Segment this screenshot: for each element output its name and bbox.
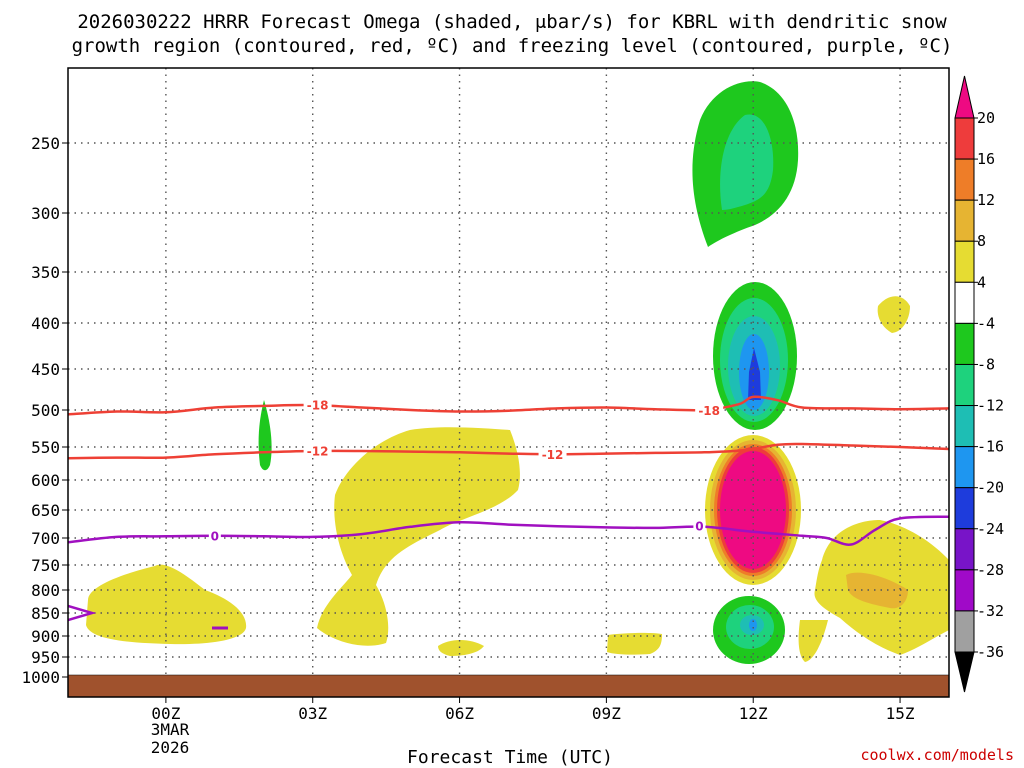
x-axis: 00Z 03Z 06Z 09Z 12Z 15Z (151, 697, 915, 723)
omega-shading (86, 81, 949, 664)
colorbar-label: -28 (977, 561, 1004, 579)
colorbar-label: 16 (977, 150, 995, 168)
colorbar-bin (954, 446, 975, 489)
contour-label: -18 (307, 399, 329, 413)
x-tick-label: 12Z (739, 704, 768, 723)
y-tick-label: 1000 (21, 668, 60, 687)
date-label-day: 3MAR (151, 720, 190, 739)
y-tick-label: 750 (31, 556, 60, 575)
y-tick-label: 550 (31, 438, 60, 457)
contour-minus18 (68, 395, 949, 416)
plot-area (68, 68, 949, 697)
contour-label-bg (538, 447, 567, 461)
contour-label-bg (303, 398, 332, 412)
chart-title-line2: growth region (contoured, red, ºC) and f… (72, 35, 953, 57)
omega-region-yellow-right-upper (877, 296, 910, 333)
omega-region-blue-cell (713, 282, 797, 430)
colorbar-bin (954, 610, 975, 653)
colorbar-bin (954, 281, 975, 324)
contour-label: -18 (698, 404, 720, 418)
colorbar-label: -24 (977, 520, 1004, 538)
contour-label: 0 (695, 520, 703, 534)
colorbar-label: -20 (977, 479, 1004, 497)
colorbar-bin (954, 487, 975, 530)
omega-region-yellow-left (86, 564, 247, 645)
colorbar-label: 8 (977, 232, 986, 250)
colorbar-label: -36 (977, 643, 1004, 661)
contour-freezing-level (68, 515, 949, 546)
y-tick-label: 500 (31, 401, 60, 420)
colorbar-bin (954, 199, 975, 242)
omega-region-yellow-small-06z (438, 640, 484, 656)
y-tick-label: 300 (31, 204, 60, 223)
contour-freezing-level-fragment (68, 604, 97, 622)
contour-label: 0 (211, 529, 219, 543)
colorbar-label: -8 (977, 355, 995, 373)
omega-region-yellow-09z (607, 632, 662, 655)
colorbar-label: -32 (977, 602, 1004, 620)
contour-label-bg (693, 519, 706, 533)
omega-region-magenta-cell (705, 435, 801, 585)
y-tick-label: 600 (31, 471, 60, 490)
colorbar-label: -4 (977, 314, 995, 332)
omega-region-orange-right (846, 572, 908, 609)
colorbar-bin (954, 405, 975, 448)
contour-label: -12 (542, 448, 564, 462)
omega-region-yellow-right-stub (798, 620, 828, 662)
surface-ground (68, 675, 949, 697)
colorbar-label: 20 (977, 109, 995, 127)
x-axis-label: Forecast Time (UTC) (407, 747, 613, 768)
date-label-year: 2026 (151, 738, 190, 757)
y-tick-label: 900 (31, 627, 60, 646)
y-axis: 250 300 350 400 450 500 550 600 650 700 750 800 850 9… (21, 134, 68, 687)
colorbar-bin (954, 363, 975, 407)
plot-frame (67, 67, 950, 698)
y-tick-label: 650 (31, 501, 60, 520)
y-tick-label: 400 (31, 314, 60, 333)
colorbar-label: -12 (977, 397, 1004, 415)
colorbar-label: 4 (977, 273, 986, 291)
colorbar-bin (954, 117, 975, 160)
contour-label-bg (303, 443, 332, 457)
contour-minus12 (68, 442, 949, 460)
chart-title-line1: 2026030222 HRRR Forecast Omega (shaded, … (77, 11, 947, 33)
y-tick-label: 350 (31, 263, 60, 282)
contour-label: -12 (307, 444, 329, 458)
omega-region-yellow-center (317, 427, 520, 646)
colorbar-top-arrow (954, 75, 975, 119)
contour-labels: -18 -18 -12 -12 0 0 (208, 398, 724, 543)
y-tick-label: 250 (31, 134, 60, 153)
colorbar-bin (954, 322, 975, 365)
x-tick-label: 06Z (445, 704, 474, 723)
colorbar-bin (954, 528, 975, 571)
colorbar-label: 12 (977, 191, 995, 209)
y-tick-label: 850 (31, 604, 60, 623)
x-tick-label: 09Z (592, 704, 621, 723)
colorbar-bin (954, 158, 975, 201)
y-tick-label: 450 (31, 360, 60, 379)
colorbar-label: -16 (977, 438, 1004, 456)
x-tick-label: 15Z (886, 704, 915, 723)
y-tick-label: 950 (31, 648, 60, 667)
colorbar-bin (954, 569, 975, 612)
y-tick-label: 800 (31, 581, 60, 600)
contour-label-bg (208, 528, 221, 542)
y-tick-label: 700 (31, 529, 60, 548)
colorbar: 20 16 12 8 4 -4 -8 -12 -16 -20 -24 -28 -32 -36 (954, 75, 1004, 693)
omega-region-green-lower (713, 596, 785, 664)
colorbar-bottom-arrow (954, 651, 975, 693)
contour-lines (68, 395, 949, 630)
credit-text: coolwx.com/models (860, 746, 1014, 764)
colorbar-bin (954, 240, 975, 283)
x-tick-label: 03Z (298, 704, 327, 723)
x-tick-label: 00Z (151, 704, 180, 723)
omega-region-green-upper (692, 81, 799, 247)
contour-label-bg (695, 403, 724, 417)
